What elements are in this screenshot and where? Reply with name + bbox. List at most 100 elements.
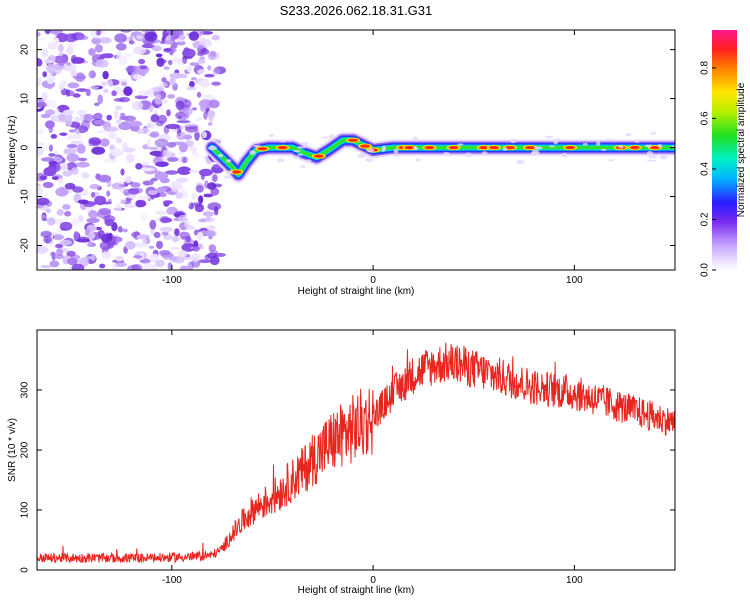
noise-blob: [205, 230, 216, 237]
noise-blob: [42, 217, 48, 222]
noise-blob: [127, 264, 140, 270]
noise-blob: [120, 81, 128, 87]
noise-blob: [114, 33, 127, 43]
noise-blob: [70, 218, 80, 227]
ridge-speck: [292, 155, 300, 159]
ridge-speck: [647, 159, 657, 162]
noise-blob: [85, 88, 91, 97]
noise-blob: [211, 81, 222, 86]
noise-blob: [196, 231, 204, 241]
noise-blob: [141, 237, 148, 247]
noise-blob: [62, 204, 71, 210]
ridge-peak: [404, 146, 415, 150]
noise-blob: [98, 208, 112, 216]
ridge-speck: [659, 155, 668, 160]
noise-blob: [106, 190, 111, 197]
noise-blob: [141, 213, 147, 221]
noise-blob: [155, 53, 163, 58]
noise-blob: [189, 80, 195, 88]
ridge-peak: [565, 146, 576, 150]
noise-blob: [57, 177, 64, 185]
ridge-peak: [277, 146, 288, 150]
noise-blob: [62, 109, 74, 116]
noise-blob: [68, 134, 82, 140]
ridge-speck: [321, 136, 331, 139]
colorbar-label: Normalized spectral amplitude: [736, 82, 747, 217]
noise-blob: [118, 96, 131, 103]
noise-blob: [49, 260, 60, 268]
noise-blob: [159, 192, 167, 198]
spectrogram-y-tick-label: 20: [20, 44, 31, 56]
ridge-speck: [394, 154, 401, 157]
snr-y-tick-label: 0: [20, 567, 31, 573]
noise-blob: [176, 177, 189, 183]
ridge-speck: [605, 138, 614, 141]
ridge-peak: [348, 138, 358, 142]
ridge-speck: [276, 158, 285, 163]
noise-blob: [206, 213, 211, 222]
noise-blob: [67, 257, 78, 266]
ridge-speck: [299, 165, 306, 169]
noise-blob: [112, 262, 117, 270]
noise-blob: [183, 107, 193, 116]
noise-blob: [214, 206, 219, 216]
noise-blob: [174, 228, 180, 237]
snr-frame: [36, 329, 676, 571]
noise-blob: [198, 79, 211, 88]
noise-blob: [84, 256, 95, 260]
noise-blob: [103, 88, 109, 94]
noise-blob: [182, 156, 188, 164]
noise-blob: [163, 200, 173, 205]
noise-blob: [47, 217, 56, 226]
noise-blob: [56, 32, 68, 43]
noise-blob: [117, 226, 123, 233]
noise-blob: [141, 161, 150, 165]
noise-blob: [71, 57, 85, 64]
noise-blob: [191, 146, 197, 155]
noise-blob: [198, 195, 204, 204]
snr-axes: -100 0 100 0 100 200 300: [20, 330, 675, 586]
snr-line: [37, 342, 675, 564]
ridge-speck: [393, 148, 399, 154]
noise-blob: [185, 140, 194, 148]
noise-blob: [37, 101, 47, 108]
colorbar: 0.0 0.2 0.4 0.6 0.8 Normalized spectral ampl…: [700, 30, 747, 277]
noise-blob: [114, 262, 127, 268]
noise-blob: [54, 37, 60, 44]
colorbar-tick-label: 0.4: [700, 162, 711, 176]
spectrogram-x-tick-label: 100: [566, 275, 583, 286]
noise-blob: [203, 111, 208, 120]
noise-blob: [132, 46, 147, 55]
ridge-peak: [525, 146, 536, 150]
ridge-speck: [296, 146, 307, 149]
noise-blob: [115, 255, 124, 262]
ridge-speck: [625, 132, 632, 137]
noise-blob: [117, 79, 130, 82]
noise-blob: [197, 69, 207, 75]
ridge-speck: [600, 148, 607, 151]
noise-blob: [37, 57, 42, 66]
noise-blob: [47, 41, 58, 51]
noise-blob: [58, 162, 68, 171]
noise-blob: [45, 200, 53, 207]
noise-blob: [147, 190, 158, 196]
noise-blob: [121, 142, 128, 150]
noise-blob: [64, 33, 78, 43]
noise-blob: [88, 210, 99, 219]
ridge-speck: [648, 155, 658, 159]
noise-blob: [78, 157, 88, 162]
noise-blob: [197, 51, 205, 56]
noise-blob: [37, 146, 44, 156]
noise-blob: [159, 226, 174, 233]
noise-blob: [183, 134, 193, 140]
noise-blob: [207, 65, 212, 71]
noise-blob: [167, 262, 173, 270]
ridge-peak: [478, 146, 489, 150]
colorbar-tick-label: 0.0: [700, 263, 711, 277]
noise-blob: [179, 231, 190, 239]
snr-x-tick-label: -100: [162, 575, 182, 586]
noise-blob: [155, 210, 167, 216]
noise-blob: [179, 265, 189, 270]
noise-blob: [132, 74, 144, 80]
